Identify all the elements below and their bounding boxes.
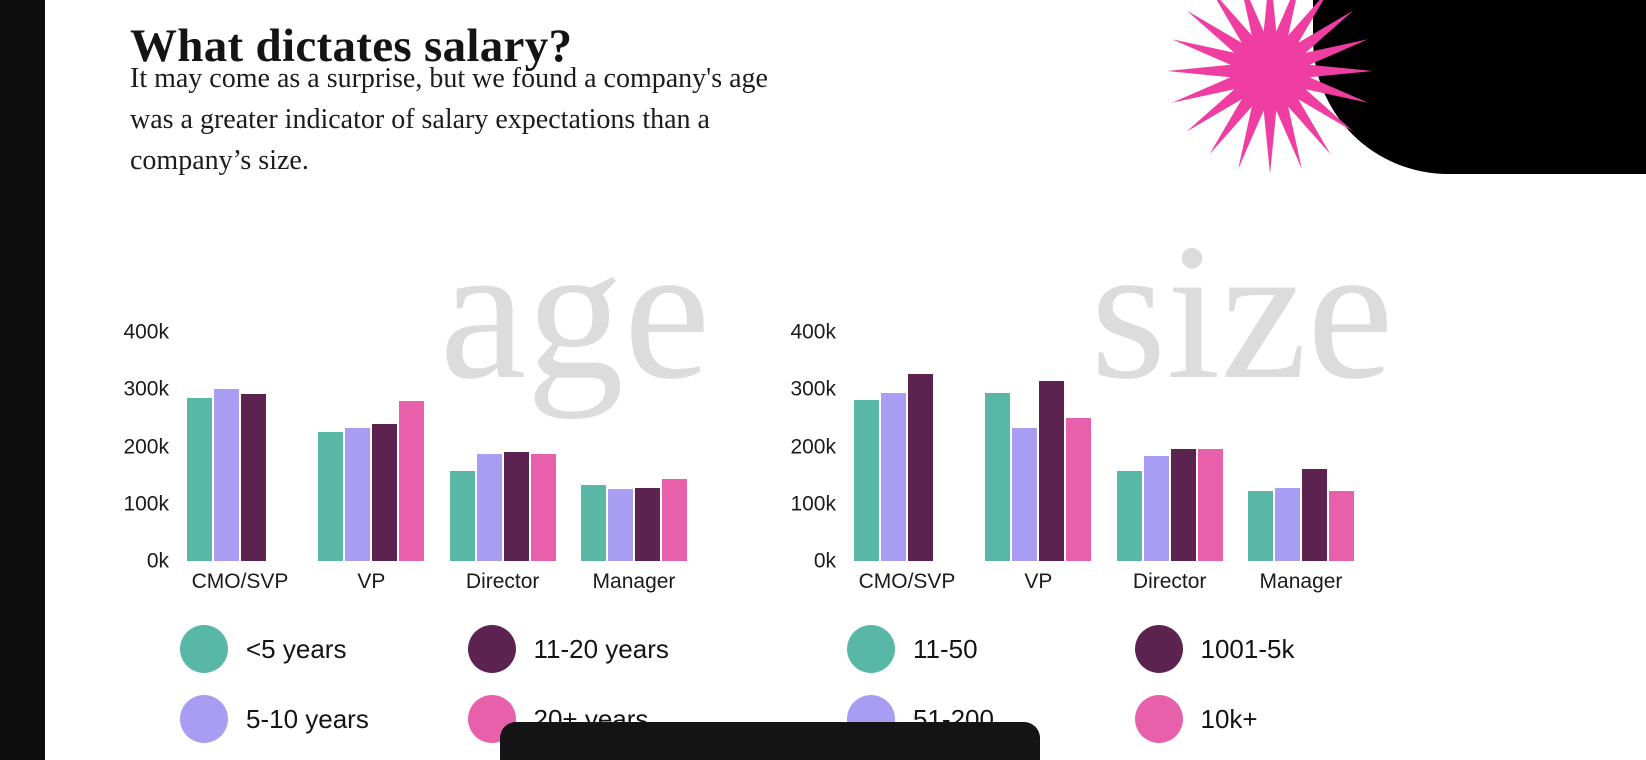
bar-group: VP (318, 332, 425, 593)
bar (241, 394, 266, 561)
bar-group: CMO/SVP (854, 332, 960, 593)
legend-label: <5 years (246, 633, 347, 664)
bar (607, 489, 633, 561)
y-tick-label: 300k (790, 377, 836, 401)
bar (854, 400, 879, 561)
legend-color-dot (180, 625, 228, 673)
starburst-shape (1167, 0, 1373, 174)
bar (318, 432, 344, 561)
bar (985, 393, 1011, 561)
plot-groups: CMO/SVP VP Director Manager (177, 332, 697, 593)
legend-color-dot (1134, 625, 1183, 673)
bar (1301, 469, 1327, 561)
bar (1012, 428, 1038, 561)
legend: <5 years 5-10 years 11-20 years 20+ years (180, 625, 755, 743)
bar (634, 488, 660, 561)
bar (530, 454, 556, 561)
chart-watermark: age (439, 204, 711, 420)
category-label: Director (1132, 570, 1207, 593)
y-tick-label: 100k (790, 492, 836, 516)
chart-company-age: age 0k 100k 200k 300k 400k CMO/SVP VP Director… (115, 215, 755, 743)
y-axis: 0k 100k 200k 300k 400k (115, 322, 169, 572)
bar (1170, 449, 1196, 561)
bar (908, 374, 933, 561)
bar (1247, 491, 1273, 561)
legend-item: 10k+ (1134, 695, 1423, 743)
bar (1116, 471, 1142, 561)
category-label: CMO/SVP (191, 570, 289, 593)
page-title: What dictates salary? (130, 20, 573, 73)
bar-group: Manager (580, 332, 687, 593)
legend-item: 1001-5k (1134, 625, 1423, 673)
bar (1039, 381, 1065, 561)
legend-item: <5 years (180, 625, 468, 673)
legend-color-dot (1134, 695, 1183, 743)
bar (580, 485, 606, 561)
bar (503, 452, 529, 561)
bar-group: Manager (1247, 332, 1354, 593)
category-label: VP (357, 570, 386, 593)
subtitle-line: was a greater indicator of salary expect… (130, 104, 710, 136)
corner-decoration (1313, 0, 1646, 174)
bar (345, 428, 371, 561)
legend-label: 5-10 years (246, 703, 369, 734)
chart-company-size: size 0k 100k 200k 300k 400k CMO/SVP VP Directo… (782, 215, 1423, 743)
y-tick-label: 400k (790, 320, 836, 344)
bar (1197, 449, 1223, 561)
y-tick-label: 400k (123, 320, 169, 344)
chart-watermark: size (1090, 204, 1394, 420)
category-label: Manager (592, 570, 676, 593)
subtitle-line: It may come as a surprise, but we found … (130, 63, 768, 94)
bar (1274, 488, 1300, 561)
legend-column: 11-20 years 20+ years (467, 625, 756, 743)
bar (476, 454, 502, 561)
subtitle-line: company’s size. (130, 145, 309, 177)
bar (881, 393, 906, 561)
legend-label: 11-50 (913, 633, 978, 664)
y-tick-label: 100k (123, 492, 169, 516)
y-tick-label: 200k (790, 435, 836, 458)
bar-group: CMO/SVP (187, 332, 293, 593)
y-tick-label: 0k (146, 549, 169, 573)
page-subtitle: It may come as a surprise, but we found … (130, 58, 768, 181)
y-tick-label: 200k (123, 435, 169, 458)
legend-item: 11-50 (847, 625, 1135, 673)
bar-group: VP (985, 332, 1092, 593)
category-label: Manager (1259, 570, 1343, 593)
legend-item: 5-10 years (180, 695, 468, 743)
category-label: VP (1024, 570, 1053, 593)
legend-label: 11-20 years (533, 633, 669, 664)
legend-color-dot (467, 625, 516, 673)
y-tick-label: 300k (123, 377, 169, 401)
legend-column: 1001-5k 10k+ (1134, 625, 1423, 743)
bar (399, 401, 425, 561)
plot-groups: CMO/SVP VP Director Manager (844, 332, 1364, 593)
bar (214, 389, 239, 561)
bar-group: Director (1116, 332, 1223, 593)
left-letterbox-strip (0, 0, 45, 760)
bar-group: Director (449, 332, 556, 593)
legend-color-dot (180, 695, 228, 743)
chart-plot-area: size 0k 100k 200k 300k 400k CMO/SVP VP Directo… (782, 215, 1422, 594)
y-tick-label: 0k (813, 549, 836, 573)
bar (1328, 491, 1354, 561)
legend-item: 11-20 years (467, 625, 756, 673)
bottom-toolbar[interactable] (500, 722, 1040, 760)
bar (187, 398, 212, 561)
legend-label: 1001-5k (1200, 633, 1295, 664)
bar (661, 479, 687, 561)
y-axis: 0k 100k 200k 300k 400k (782, 322, 836, 572)
category-label: CMO/SVP (858, 570, 956, 593)
legend-column: <5 years 5-10 years (180, 625, 468, 743)
legend-label: 10k+ (1200, 703, 1258, 734)
bar (1143, 456, 1169, 561)
legend-color-dot (847, 625, 895, 673)
bar (449, 471, 475, 561)
category-label: Director (465, 570, 540, 593)
bar (372, 424, 398, 561)
starburst-icon (1167, 0, 1373, 174)
chart-plot-area: age 0k 100k 200k 300k 400k CMO/SVP VP Director… (115, 215, 755, 594)
bar (1066, 418, 1092, 561)
